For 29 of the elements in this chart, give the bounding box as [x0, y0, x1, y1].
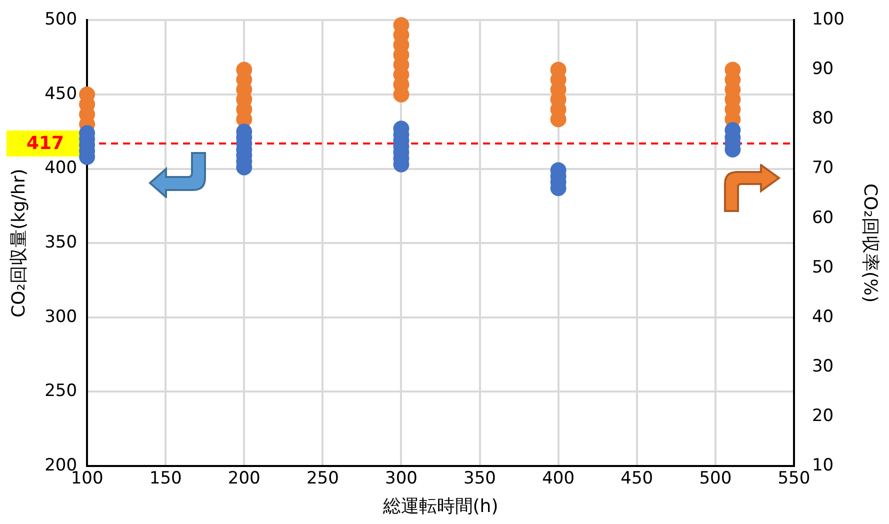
y2-tick-label: 20 [812, 406, 834, 426]
x-tick-label: 250 [306, 468, 339, 489]
y-tick-label: 300 [44, 306, 78, 327]
y-tick-label: 350 [44, 232, 78, 253]
y2-tick-label: 50 [812, 257, 834, 278]
x-tick-label: 350 [464, 468, 496, 489]
y2-tick-label: 90 [812, 59, 834, 80]
ref-line-label: 417 [26, 133, 64, 154]
y2-tick-label: 40 [812, 306, 834, 327]
x-tick-label: 150 [149, 468, 182, 489]
y-axis-title: CO₂回収量(kg/hr) [8, 168, 30, 318]
x-tick-label: 400 [542, 468, 575, 489]
y2-tick-label: 70 [812, 158, 834, 178]
y2-tick-label: 80 [812, 108, 834, 129]
y-tick-label: 250 [44, 381, 78, 402]
x-tick-label: 500 [699, 468, 732, 489]
x-tick-label: 550 [778, 468, 810, 489]
x-tick-label: 300 [385, 468, 418, 489]
y2-tick-label: 100 [812, 10, 844, 30]
y2-tick-label: 60 [812, 208, 834, 228]
y2-axis-title: CO₂回収率(%) [860, 184, 881, 303]
y2-tick-label: 10 [812, 455, 834, 476]
y-tick-label: 500 [44, 10, 78, 30]
y-tick-label: 400 [44, 158, 78, 178]
y2-tick-label: 30 [812, 356, 834, 376]
x-tick-label: 450 [620, 468, 654, 489]
y-tick-label: 450 [44, 84, 78, 104]
x-tick-label: 200 [228, 468, 260, 489]
x-axis-title: 総運転時間(h) [382, 496, 498, 517]
